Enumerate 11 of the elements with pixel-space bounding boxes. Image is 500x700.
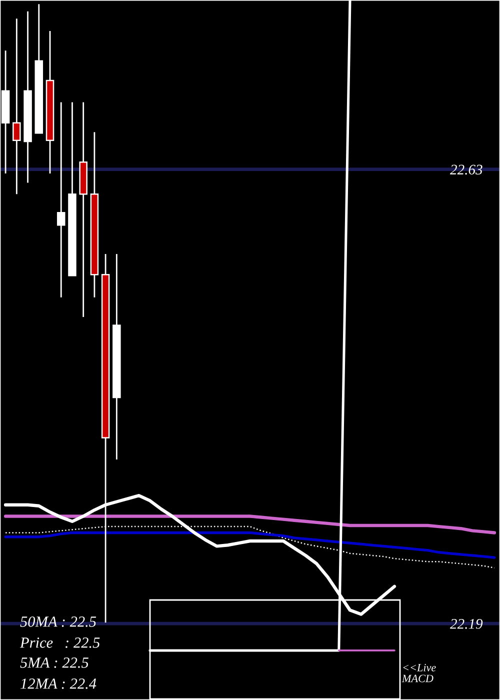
annotation: 5MA : 22.5	[20, 658, 88, 668]
line-series	[4, 531, 496, 559]
annotation: Price : 22.5	[20, 638, 100, 648]
y-tick-label: 22.19	[450, 619, 483, 629]
candlestick	[56, 102, 66, 298]
annotation: 12MA : 22.4	[20, 678, 96, 689]
y-tick-label: 22.63	[450, 164, 482, 175]
annotation: <<Live MACD	[402, 664, 436, 682]
annotation: 50MA : 22.5	[20, 616, 96, 627]
candlestick	[12, 18, 21, 195]
line-series	[4, 514, 496, 534]
